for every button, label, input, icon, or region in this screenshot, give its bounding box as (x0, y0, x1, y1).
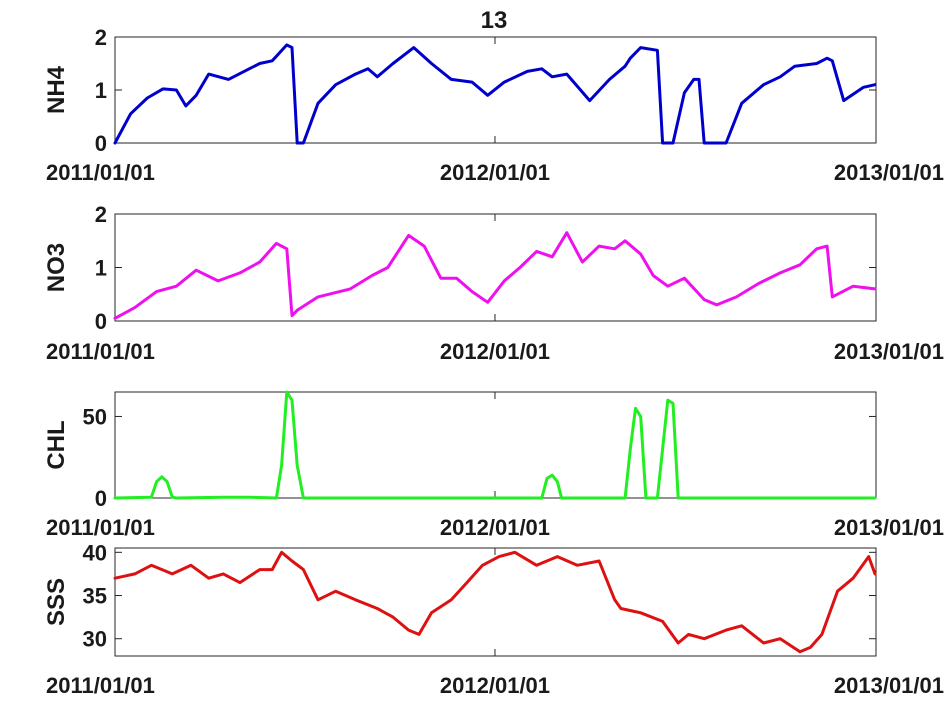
x-tick-label: 2013/01/01 (834, 339, 944, 364)
y-tick-label: 0 (95, 486, 107, 511)
x-tick-label: 2012/01/01 (440, 160, 550, 185)
y-axis-label: NO3 (43, 243, 70, 292)
series-line-no3 (113, 231, 877, 320)
x-tick-label: 2011/01/01 (46, 515, 155, 540)
y-tick-label: 2 (95, 25, 107, 50)
series-line-nh4 (113, 43, 877, 145)
y-axis-label: NH4 (43, 65, 70, 114)
x-tick-label: 2012/01/01 (440, 673, 550, 698)
y-axis-label: CHL (43, 420, 70, 469)
y-tick-label: 40 (83, 540, 107, 565)
y-tick-label: 2 (95, 202, 107, 227)
x-tick-label: 2013/01/01 (834, 515, 944, 540)
subplot-no3: 0 1 2 2011/01/01 2012/01/01 2013/01/01 NO3 (43, 202, 944, 364)
axes-box (114, 213, 877, 322)
y-tick-label: 0 (95, 131, 107, 156)
subplot-chl: 0 50 2011/01/01 2012/01/01 2013/01/01 CHL (43, 390, 944, 540)
x-tick-label: 2013/01/01 (834, 673, 944, 698)
chart-title: 13 (481, 7, 508, 34)
subplot-nh4: 0 1 2 2011/01/01 2012/01/01 2013/01/01 NH4 (43, 25, 944, 185)
x-tick-label: 2011/01/01 (46, 339, 155, 364)
x-tick-label: 2011/01/01 (46, 160, 155, 185)
x-tick-label: 2012/01/01 (440, 515, 550, 540)
x-tick-label: 2012/01/01 (440, 339, 550, 364)
axes-box (114, 391, 877, 499)
x-tick-label: 2011/01/01 (46, 673, 155, 698)
y-tick-label: 50 (83, 404, 107, 429)
x-tick-label: 2013/01/01 (834, 160, 944, 185)
y-tick-label: 30 (83, 627, 107, 652)
y-tick-label: 0 (95, 309, 107, 334)
y-axis-label: SSS (43, 578, 70, 626)
y-tick-label: 1 (95, 256, 107, 281)
series-line-sss (113, 550, 877, 654)
series-line-chl (113, 390, 877, 500)
y-tick-label: 1 (95, 78, 107, 103)
y-tick-label: 35 (83, 584, 107, 609)
subplot-sss: 30 35 40 2011/01/01 2012/01/01 2013/01/01 SSS (43, 540, 944, 698)
x-axis-label: Ti (484, 711, 505, 714)
axes-box (114, 547, 877, 657)
subplots: 0 1 2 2011/01/01 2012/01/01 2013/01/01 NH4 0 1 2 2… (43, 25, 944, 698)
